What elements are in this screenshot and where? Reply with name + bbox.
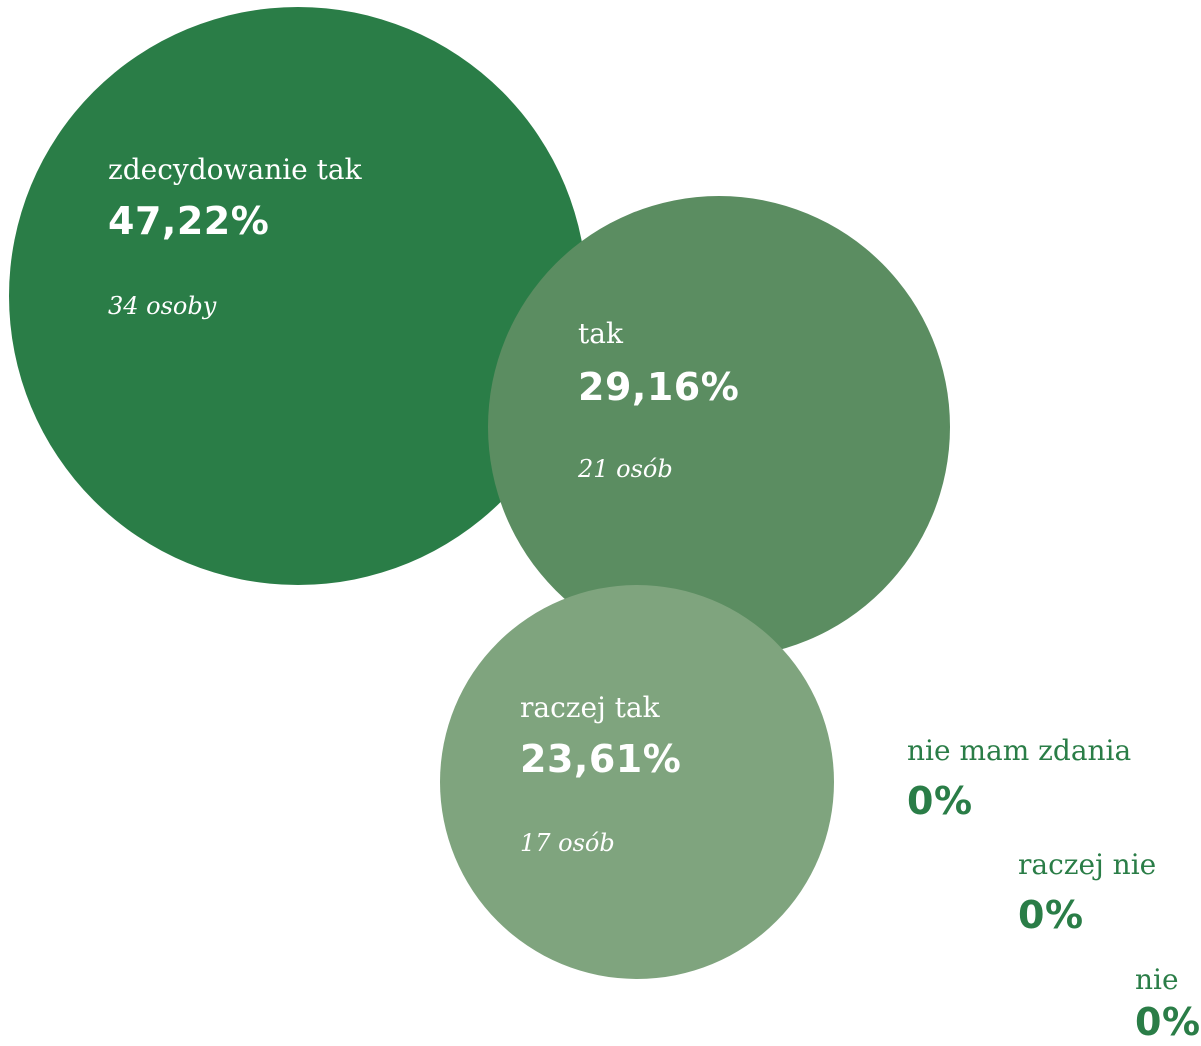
- category-label-nie: nie: [1135, 963, 1179, 996]
- percent-label-nie: 0%: [1135, 1000, 1201, 1044]
- percent-label-raczej-nie: 0%: [1018, 893, 1084, 937]
- percent-label-nie-mam-zdania: 0%: [907, 779, 973, 823]
- count-label-raczej-tak: 17 osób: [520, 829, 615, 857]
- count-label-tak: 21 osób: [578, 455, 673, 483]
- category-label-raczej-tak: raczej tak: [520, 691, 660, 724]
- bubble-raczej-tak: [440, 585, 834, 979]
- category-label-raczej-nie: raczej nie: [1018, 848, 1157, 881]
- percent-label-zdecydowanie-tak: 47,22%: [108, 199, 270, 243]
- percent-label-raczej-tak: 23,61%: [520, 737, 682, 781]
- count-label-zdecydowanie-tak: 34 osoby: [108, 292, 217, 320]
- bubble-tak: [488, 196, 950, 658]
- bubble-zdecydowanie-tak: [9, 7, 587, 585]
- category-label-tak: tak: [578, 317, 623, 350]
- category-label-zdecydowanie-tak: zdecydowanie tak: [108, 153, 362, 186]
- category-label-nie-mam-zdania: nie mam zdania: [907, 734, 1132, 767]
- percent-label-tak: 29,16%: [578, 365, 740, 409]
